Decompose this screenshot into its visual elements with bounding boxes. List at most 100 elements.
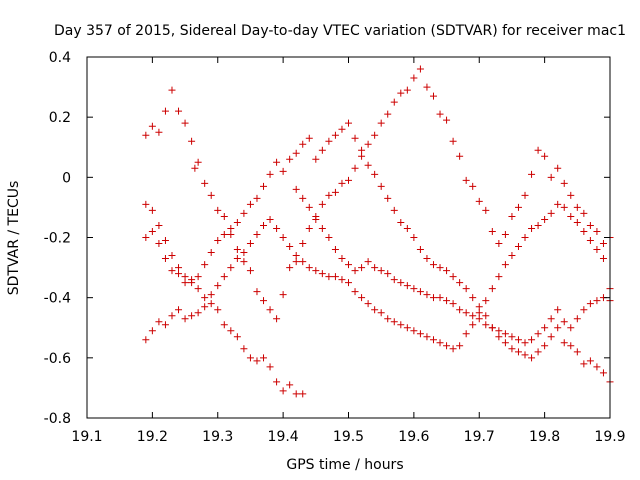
data-point xyxy=(593,246,601,254)
data-point xyxy=(377,267,385,275)
y-tick-label: 0 xyxy=(62,170,71,186)
data-point xyxy=(246,240,254,248)
data-point xyxy=(194,309,202,317)
data-point xyxy=(521,234,529,241)
data-point xyxy=(403,86,411,94)
data-point xyxy=(586,300,594,308)
data-point xyxy=(253,230,261,238)
data-point xyxy=(233,218,241,226)
data-point xyxy=(181,273,189,281)
data-point xyxy=(371,306,379,314)
data-point xyxy=(528,224,536,232)
data-point xyxy=(475,197,483,205)
data-point xyxy=(495,273,503,281)
data-point xyxy=(299,258,307,266)
data-point xyxy=(462,285,470,293)
data-point xyxy=(580,360,588,368)
data-point xyxy=(534,330,542,338)
data-point xyxy=(155,221,163,229)
x-tick-label: 19.9 xyxy=(594,429,625,445)
data-point xyxy=(299,240,307,248)
data-point xyxy=(482,312,490,320)
data-point xyxy=(338,125,346,133)
data-point xyxy=(443,297,451,305)
data-point xyxy=(495,333,503,341)
data-point xyxy=(273,378,281,386)
data-point xyxy=(220,321,228,329)
data-point xyxy=(279,234,287,241)
data-point xyxy=(227,230,235,238)
x-tick-label: 19.6 xyxy=(398,429,429,445)
data-point xyxy=(554,200,562,208)
data-point xyxy=(286,381,294,389)
data-point xyxy=(371,131,379,139)
data-point xyxy=(331,131,339,139)
data-point xyxy=(253,357,261,365)
data-point xyxy=(220,212,228,220)
data-point xyxy=(351,134,359,142)
axis-ticks: 19.1 19.2 19.3 19.4 19.5 19.6 19.7 19.8 19.9 0.4 0… xyxy=(44,50,626,445)
data-point xyxy=(501,330,509,338)
data-point xyxy=(168,252,176,260)
data-point xyxy=(175,270,183,278)
data-point xyxy=(449,345,457,353)
data-point xyxy=(547,173,555,181)
data-point xyxy=(155,128,163,136)
data-point xyxy=(547,209,555,217)
data-point xyxy=(488,324,496,332)
data-point xyxy=(220,230,228,238)
data-point xyxy=(194,273,202,281)
data-point xyxy=(528,336,536,344)
data-point xyxy=(246,267,254,275)
data-point xyxy=(260,221,268,229)
data-point xyxy=(416,330,424,338)
data-point xyxy=(358,294,366,302)
data-point xyxy=(312,155,320,163)
data-point xyxy=(266,363,274,371)
y-tick-label: -0.4 xyxy=(44,291,71,307)
data-point xyxy=(188,137,196,145)
data-point xyxy=(299,194,307,202)
data-point xyxy=(397,89,405,97)
data-point xyxy=(377,309,385,317)
data-point xyxy=(325,234,333,241)
data-point xyxy=(397,321,405,329)
data-point xyxy=(475,303,483,311)
data-point xyxy=(541,215,549,223)
data-point xyxy=(338,255,346,263)
data-point xyxy=(580,209,588,217)
data-point xyxy=(227,327,235,335)
data-point xyxy=(358,146,366,154)
data-point xyxy=(560,318,568,326)
data-point xyxy=(168,86,176,94)
data-point xyxy=(292,258,300,266)
data-point xyxy=(377,119,385,127)
data-point xyxy=(240,249,248,257)
data-point xyxy=(456,279,464,287)
data-point xyxy=(462,176,470,184)
x-tick-label: 19.1 xyxy=(71,429,102,445)
data-point xyxy=(593,297,601,305)
data-point xyxy=(331,188,339,196)
data-point xyxy=(423,291,431,299)
data-point xyxy=(469,182,477,190)
y-tick-label: -0.6 xyxy=(44,351,71,367)
data-point xyxy=(364,140,372,148)
data-point xyxy=(142,200,150,208)
data-point xyxy=(521,339,529,347)
y-tick-label: -0.2 xyxy=(44,231,71,247)
data-point xyxy=(443,267,451,275)
data-point xyxy=(233,246,241,254)
data-point xyxy=(554,324,562,332)
data-point xyxy=(573,218,581,226)
data-point xyxy=(194,285,202,293)
data-point xyxy=(273,315,281,323)
data-point xyxy=(586,357,594,365)
data-point xyxy=(331,246,339,254)
data-point xyxy=(384,315,392,323)
data-point xyxy=(351,267,359,275)
data-point xyxy=(318,200,326,208)
data-point xyxy=(541,342,549,350)
data-point xyxy=(207,191,215,199)
x-tick-label: 19.2 xyxy=(137,429,168,445)
